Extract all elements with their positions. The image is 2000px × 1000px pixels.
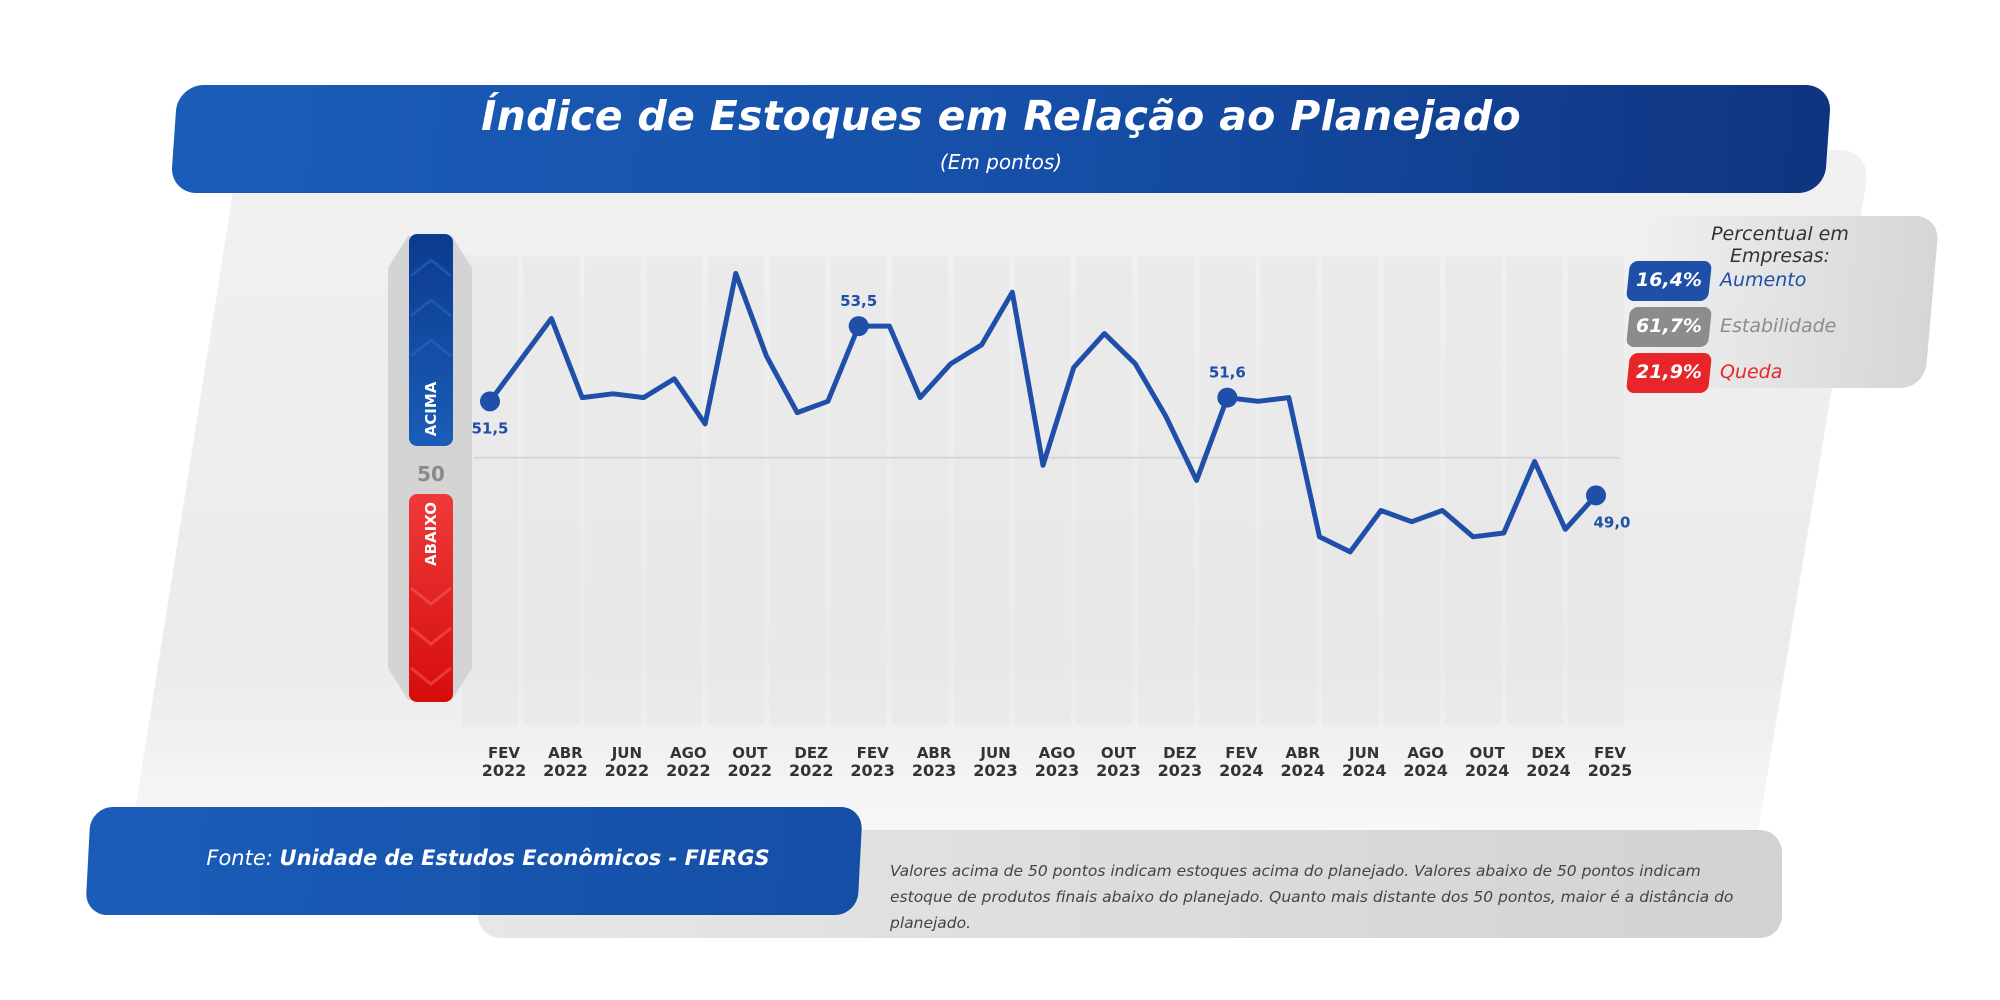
x-tick-year: 2022 [666,761,711,780]
column-stripe [584,255,641,725]
x-tick-month: AGO [1039,744,1076,762]
legend-label-decrease: Queda [1720,361,1783,383]
thermometer-upper-chevrons [410,258,452,358]
thermometer-upper-bar [409,234,453,446]
x-tick-year: 2025 [1588,761,1633,780]
source-name: Unidade de Estudos Econômicos - FIERGS [279,846,770,870]
thermometer-lower-chevrons [410,586,452,686]
x-tick-month: FEV [1225,744,1257,762]
series-line [487,270,1599,555]
thermometer-gauge [388,234,472,702]
legend-value-decrease: 21,9% [1636,361,1702,383]
legend-title: Percentual em Empresas: [1711,223,1849,267]
x-tick-year: 2024 [1281,761,1326,780]
x-tick-month: JUN [611,744,642,762]
legend-label-increase: Aumento [1720,269,1807,291]
column-stripe [1445,255,1502,725]
x-tick-month: DEX [1531,744,1566,762]
x-tick-year: 2024 [1342,761,1387,780]
x-tick-month: JUN [1348,744,1379,762]
thermometer-middle-label: 50 [417,462,445,486]
column-stripe [1383,255,1440,725]
legend-item-increase: 16,4% Aumento [1625,261,1928,301]
x-tick-year: 2023 [912,761,957,780]
x-tick-month: OUT [1470,744,1506,762]
data-label: 51,6 [1209,364,1246,382]
column-stripe [523,255,580,725]
column-stripes [462,255,1624,725]
x-tick-month: FEV [488,744,520,762]
data-point-marker [848,316,869,337]
data-label: 51,5 [471,419,508,437]
x-tick-year: 2024 [1465,761,1510,780]
x-tick-year: 2023 [1158,761,1203,780]
x-tick-year: 2023 [973,761,1018,780]
x-tick-year: 2022 [482,761,527,780]
source-prefix: Fonte: [206,846,280,870]
data-point-marker [480,391,500,412]
column-stripe [953,255,1010,725]
x-tick-month: OUT [732,744,768,762]
x-tick-year: 2023 [1096,761,1141,780]
x-tick-month: AGO [670,744,707,762]
column-stripe [769,255,826,725]
column-stripe [1322,255,1379,725]
x-tick-month: DEZ [1163,744,1197,762]
x-tick-month: AGO [1407,744,1444,762]
x-tick-month: FEV [1594,744,1626,762]
column-stripe [707,255,764,725]
x-tick-year: 2022 [543,761,588,780]
legend-value-increase: 16,4% [1636,269,1702,291]
x-tick-month: ABR [917,744,952,762]
data-label: 53,5 [840,292,877,310]
legend-item-decrease: 21,9% Queda [1625,353,1928,393]
column-stripe [646,255,703,725]
x-tick-year: 2024 [1403,761,1448,780]
legend-label-stability: Estabilidade [1720,315,1837,337]
x-tick-month: DEZ [794,744,828,762]
chart-panel [132,150,1867,830]
legend-value-stability: 61,7% [1636,315,1702,337]
column-stripe [1199,255,1256,725]
x-tick-year: 2023 [850,761,895,780]
column-stripe [892,255,949,725]
x-tick-month: ABR [548,744,583,762]
x-tick-year: 2022 [605,761,650,780]
legend-item-stability: 61,7% Estabilidade [1625,307,1928,347]
x-tick-month: ABR [1285,744,1320,762]
data-label: 49,0 [1593,513,1630,531]
chart-subtitle: (Em pontos) [939,150,1063,174]
data-point-marker [1586,485,1606,506]
source-line: Fonte: Unidade de Estudos Econômicos - F… [88,846,888,870]
x-tick-month: FEV [857,744,889,762]
x-tick-year: 2023 [1035,761,1080,780]
x-tick-month: JUN [979,744,1010,762]
column-stripe [1137,255,1194,725]
x-tick-year: 2022 [728,761,773,780]
x-tick-year: 2022 [789,761,834,780]
thermometer-lower-bar [409,494,453,702]
column-stripe [1506,255,1563,725]
methodology-note: Valores acima de 50 pontos indicam estoq… [890,862,1734,932]
chart-title: Índice de Estoques em Relação ao Planeja… [481,92,1521,140]
data-point-marker [1217,387,1238,408]
x-tick-month: OUT [1101,744,1137,762]
x-tick-year: 2024 [1526,761,1571,780]
column-stripe [1015,255,1071,725]
x-tick-year: 2024 [1219,761,1264,780]
